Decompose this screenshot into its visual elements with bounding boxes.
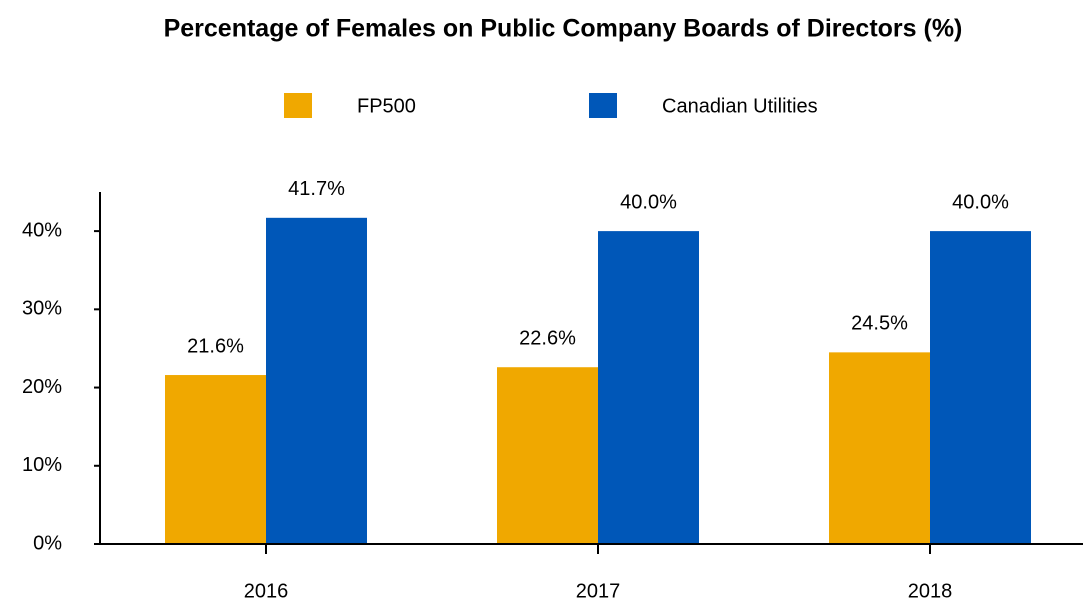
x-tick-label: 2016	[244, 580, 289, 601]
bar	[165, 375, 266, 544]
value-label: 24.5%	[851, 313, 908, 335]
legend-label: FP500	[357, 95, 416, 117]
value-label: 40.0%	[620, 191, 677, 213]
y-tick-label: 0%	[33, 532, 62, 554]
y-tick-label: 30%	[22, 298, 62, 320]
legend-label: Canadian Utilities	[662, 95, 818, 117]
value-label: 40.0%	[952, 191, 1009, 213]
y-tick-label: 20%	[22, 376, 62, 398]
value-label: 21.6%	[187, 335, 244, 357]
value-label: 22.6%	[519, 327, 576, 349]
x-tick-label: 2018	[908, 580, 953, 601]
legend-swatch	[589, 93, 617, 118]
x-tick-label: 2017	[576, 580, 621, 601]
chart-title: Percentage of Females on Public Company …	[164, 15, 963, 43]
y-tick-label: 10%	[22, 454, 62, 476]
bar	[266, 217, 367, 544]
bar	[930, 231, 1031, 544]
bar	[497, 367, 598, 544]
y-tick-label: 40%	[22, 219, 62, 241]
bar	[829, 352, 930, 544]
bar	[598, 231, 699, 544]
value-label: 41.7%	[288, 178, 345, 200]
legend-swatch	[284, 93, 312, 118]
